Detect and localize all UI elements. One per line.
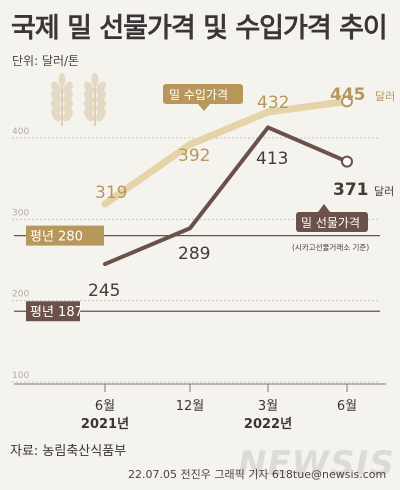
source-note: 자료: 농림축산식품부 — [10, 444, 127, 459]
y-tick-label: 100 — [12, 371, 29, 381]
wheat-grain — [58, 73, 66, 87]
chart-title: 국제 밀 선물가격 및 수입가격 추이 — [11, 13, 388, 44]
futures-value-label: 413 — [256, 149, 288, 169]
futures-series-note: (시카고선물거래소 기준) — [292, 243, 369, 252]
import-badge-pointer — [198, 104, 210, 111]
import-value-label: 392 — [178, 146, 210, 166]
x-tick-label: 6월 — [337, 399, 357, 414]
futures-series-name: 밀 선물가격 — [301, 216, 360, 230]
reference-label: 평년 280 — [30, 230, 83, 245]
import-value-label: 319 — [95, 183, 127, 203]
wheat-grain — [51, 108, 61, 122]
futures-series-badge — [296, 212, 368, 232]
import-unit-label: 달러 — [375, 90, 395, 103]
import-price-line — [101, 97, 351, 208]
futures-value-label: 289 — [178, 244, 210, 264]
import-series-badge — [163, 84, 243, 104]
wheat-icon — [84, 73, 106, 126]
y-tick-label: 200 — [12, 290, 29, 300]
x-tick-label: 12월 — [176, 399, 205, 414]
x-tick-label: 6월 — [95, 399, 115, 414]
y-tick-label: 400 — [12, 127, 29, 137]
futures-value-label: 245 — [88, 281, 120, 301]
credit-line: 22.07.05 전진우 그래픽 기자 618tue@newsis.com — [128, 468, 387, 481]
futures-unit-label: 달러 — [374, 185, 394, 198]
grid: 100 200 300 400 — [12, 127, 380, 383]
x-axis: 6월 12월 3월 6월 2021년 2022년 — [14, 383, 386, 432]
unit-label: 단위: 달러/톤 — [12, 54, 80, 68]
reference-label: 평년 187 — [30, 305, 83, 320]
futures-badge-pointer — [318, 204, 330, 212]
import-series-name: 밀 수입가격 — [169, 88, 228, 102]
wheat-grain — [91, 73, 99, 87]
wheat-grain — [96, 108, 106, 122]
reference-lines: 평년 280 평년 187 — [14, 225, 380, 322]
futures-end-marker — [341, 155, 353, 168]
import-value-label: 432 — [257, 93, 289, 113]
futures-value-label: 371 — [333, 180, 369, 200]
wheat-grain — [63, 108, 73, 122]
futures-price-line — [103, 125, 349, 267]
reference-badge — [26, 301, 80, 322]
reference-badge — [26, 225, 104, 246]
y-tick-label: 300 — [12, 208, 29, 218]
x-tick-label: 3월 — [258, 399, 278, 414]
series-lines — [101, 95, 353, 267]
import-end-marker — [341, 95, 353, 108]
watermark-logo: NEWSIS — [238, 444, 395, 484]
wheat-icons — [51, 73, 106, 126]
import-value-label: 445 — [330, 85, 366, 105]
x-year-label: 2022년 — [244, 417, 292, 432]
wheat-icon — [51, 73, 73, 126]
wheat-grain — [84, 108, 94, 122]
x-year-label: 2021년 — [81, 417, 129, 432]
